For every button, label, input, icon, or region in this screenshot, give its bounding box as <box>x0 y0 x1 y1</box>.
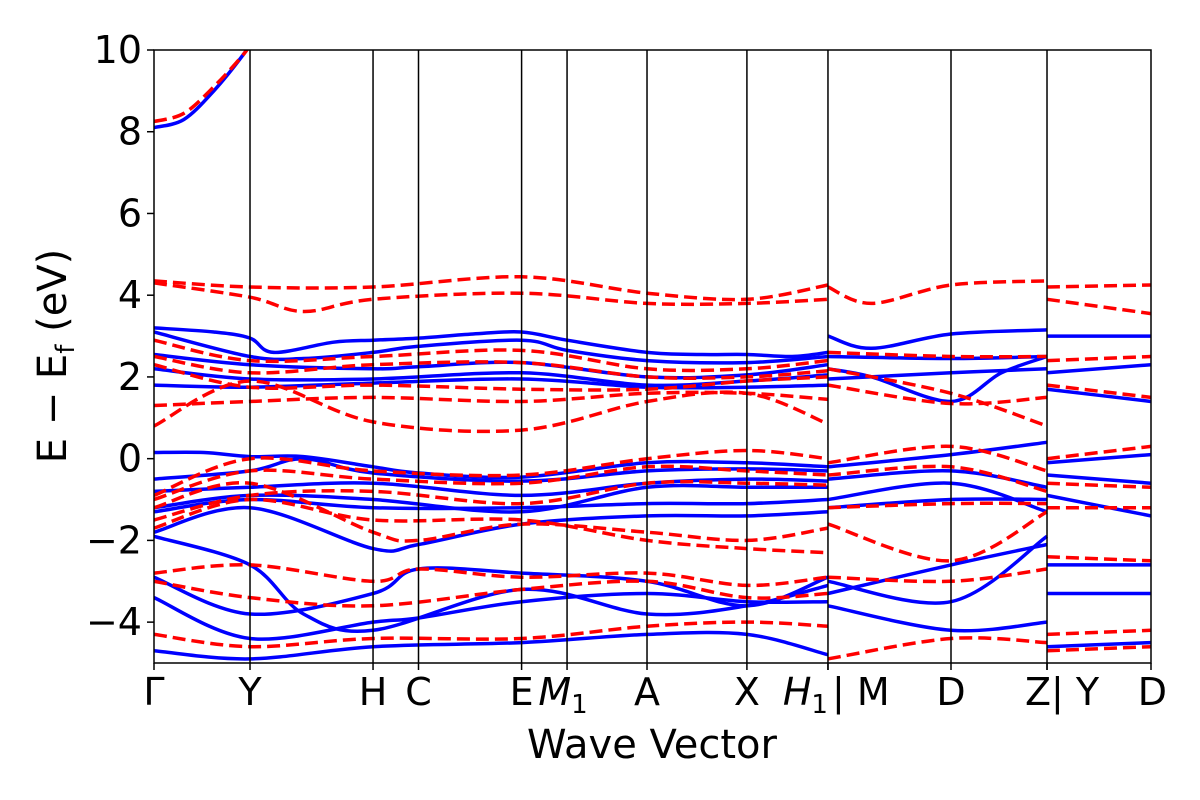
solid-band-24 <box>1046 473 1151 485</box>
dashed-band-6 <box>154 390 829 408</box>
solid-band-6 <box>827 328 1048 351</box>
x-tick-label-9: | M <box>832 670 890 715</box>
x-tick-label-13: D <box>1138 670 1167 714</box>
solid-band-14 <box>154 456 829 483</box>
solid-band-26 <box>154 566 829 617</box>
x-axis-label: Wave Vector <box>527 722 778 768</box>
series-solid <box>154 50 1151 661</box>
dashed-band-25 <box>1046 444 1151 461</box>
dashed-band-34 <box>1046 628 1151 637</box>
solid-band-23 <box>1046 452 1151 465</box>
dashed-band-19 <box>154 481 829 543</box>
dashed-band-8 <box>827 279 1048 306</box>
dashed-band-15 <box>1046 383 1151 400</box>
solid-band-35 <box>1046 640 1151 649</box>
dashed-band-21 <box>827 444 1048 473</box>
y-tick-label-6: 8 <box>118 110 142 154</box>
dashed-band-28 <box>154 563 829 588</box>
x-tick-label-1: Y <box>237 670 262 714</box>
y-axis-label-sub: f <box>51 344 81 354</box>
solid-band-22 <box>827 497 1048 510</box>
dashed-band-31 <box>827 567 1048 584</box>
y-tick-label-1: −2 <box>86 518 142 562</box>
y-tick-label-2: 0 <box>118 437 142 481</box>
x-tick-label-2: H <box>359 670 388 714</box>
x-tick-label-0: Γ <box>143 670 164 714</box>
x-tick-label-12: | Y <box>1051 670 1100 715</box>
solid-band-19 <box>827 440 1048 469</box>
solid-band-25 <box>1046 493 1151 518</box>
dashed-band-0 <box>154 50 249 124</box>
solid-band-12 <box>1046 387 1151 404</box>
y-tick-label-7: 10 <box>94 28 142 72</box>
x-tick-label-11: Z <box>1025 670 1051 714</box>
x-tick-label-10: D <box>936 670 965 714</box>
dashed-band-13 <box>1046 297 1151 316</box>
solid-band-1 <box>154 326 829 359</box>
dashed-band-26 <box>1046 481 1151 490</box>
x-tick-label-6: A <box>634 670 660 714</box>
high-symmetry-lines <box>249 50 1048 663</box>
solid-band-31 <box>827 542 1048 596</box>
plot-frame <box>153 49 1152 664</box>
dashed-band-14 <box>1046 354 1151 363</box>
y-tick-label-0: −4 <box>86 600 142 644</box>
dashed-band-1 <box>154 274 829 302</box>
solid-band-27 <box>154 591 829 641</box>
dashed-band-2 <box>154 281 829 314</box>
dashed-band-35 <box>1046 644 1151 653</box>
solid-band-2 <box>154 330 829 365</box>
dashed-band-32 <box>827 636 1048 661</box>
y-axis-ticks: −4 −2 0 2 4 6 8 10 <box>86 28 154 644</box>
y-tick-label-3: 2 <box>118 355 142 399</box>
x-tick-label-3: C <box>405 670 432 714</box>
solid-band-18 <box>154 505 829 553</box>
x-tick-label-8: H1 <box>783 670 828 720</box>
solid-band-7 <box>827 354 1048 361</box>
y-axis-label-unit: (eV) <box>30 249 76 332</box>
x-tick-label-5: M1 <box>538 670 587 720</box>
x-tick-label-7: X <box>734 670 760 714</box>
y-tick-label-4: 4 <box>118 273 142 317</box>
dashed-band-24 <box>827 510 1048 563</box>
dashed-band-12 <box>1046 283 1151 289</box>
y-axis-label-group: E − Ef (eV) <box>30 249 81 464</box>
y-axis-label: E − E <box>30 354 76 464</box>
solid-band-32 <box>827 604 1048 633</box>
y-tick-label-5: 6 <box>118 191 142 235</box>
solid-band-0 <box>154 50 249 130</box>
solid-band-13 <box>154 450 829 480</box>
dashed-band-33 <box>1046 554 1151 563</box>
solid-band-11 <box>1046 362 1151 375</box>
bands-layer <box>154 50 1151 661</box>
svg-text:E − Ef (eV): E − Ef (eV) <box>30 249 81 464</box>
y-axis-label-spacer <box>30 332 76 345</box>
solid-band-28 <box>154 534 829 633</box>
x-tick-label-4: E <box>510 670 534 714</box>
x-axis-ticks: Γ Y H C E M1 A X H1 | M D Z | Y D <box>143 663 1167 720</box>
